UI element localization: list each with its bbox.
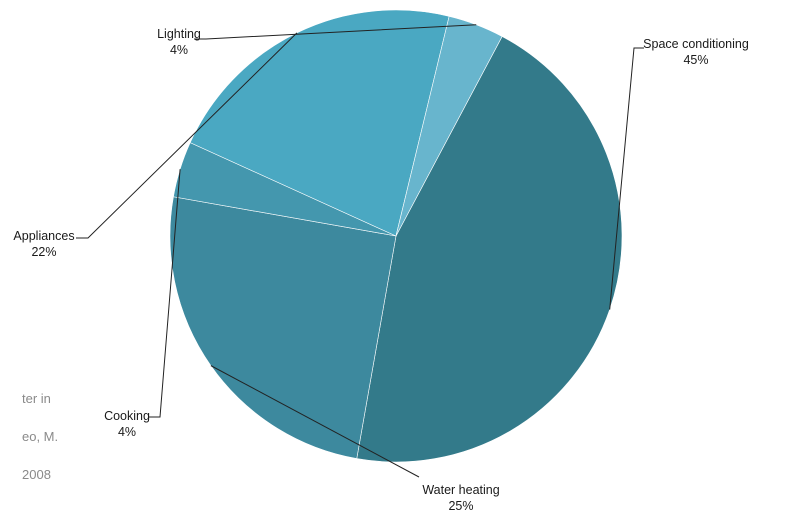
background-text-layer: ter in eo, M. 2008 [22,391,58,482]
slice-percent-cooking: 4% [118,425,136,439]
slice-percent-lighting: 4% [170,43,188,57]
pie-slice-water-heating [169,196,397,459]
slice-label-lighting: Lighting [157,27,201,41]
background-text-1: ter in [22,391,51,406]
leader-line-cooking [148,169,181,418]
slice-label-water-heating: Water heating [422,483,499,497]
pie-slice-space-conditioning [356,36,623,463]
slice-label-space-conditioning: Space conditioning [643,37,749,51]
background-text-3: 2008 [22,467,51,482]
pie-slices [169,9,623,463]
pie-labels: Space conditioning 45% Water heating 25% Coo… [13,24,749,513]
leader-line-space-conditioning [609,47,644,310]
leader-line-water-heating [210,365,420,478]
slice-percent-space-conditioning: 45% [683,53,708,67]
leader-line-lighting [194,24,477,40]
leader-line-appliances [76,32,298,239]
slice-percent-water-heating: 25% [448,499,473,513]
slice-label-cooking: Cooking [104,409,150,423]
slice-percent-appliances: 22% [31,245,56,259]
slice-label-appliances: Appliances [13,229,74,243]
background-text-2: eo, M. [22,429,58,444]
